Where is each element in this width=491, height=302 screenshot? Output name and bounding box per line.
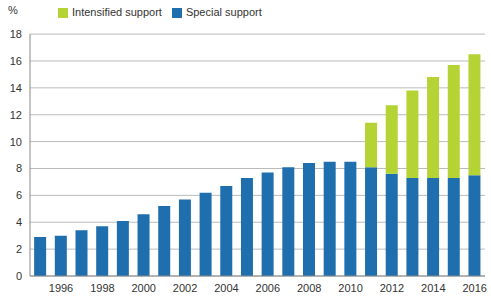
svg-text:18: 18 (10, 28, 22, 40)
svg-text:2016: 2016 (462, 282, 483, 294)
svg-text:1998: 1998 (90, 282, 114, 294)
svg-text:8: 8 (16, 162, 22, 174)
svg-text:6: 6 (16, 189, 22, 201)
svg-text:2006: 2006 (256, 282, 280, 294)
svg-text:12: 12 (10, 109, 22, 121)
svg-text:16: 16 (10, 55, 22, 67)
svg-text:2008: 2008 (297, 282, 321, 294)
svg-text:2012: 2012 (380, 282, 404, 294)
html-text:Intensified support: Intensified support (72, 6, 162, 18)
svg-text:10: 10 (10, 136, 22, 148)
html-text:Special support: Special support (185, 6, 262, 18)
svg-text:2004: 2004 (214, 282, 238, 294)
svg-text:4: 4 (16, 216, 22, 228)
svg-text:2002: 2002 (173, 282, 197, 294)
svg-text:2014: 2014 (421, 282, 445, 294)
svg-text:2: 2 (16, 243, 22, 255)
svg-text:0: 0 (16, 270, 22, 282)
svg-text:14: 14 (10, 82, 22, 94)
svg-text:2000: 2000 (132, 282, 156, 294)
svg-text:1996: 1996 (49, 282, 73, 294)
svg-text:2010: 2010 (338, 282, 362, 294)
